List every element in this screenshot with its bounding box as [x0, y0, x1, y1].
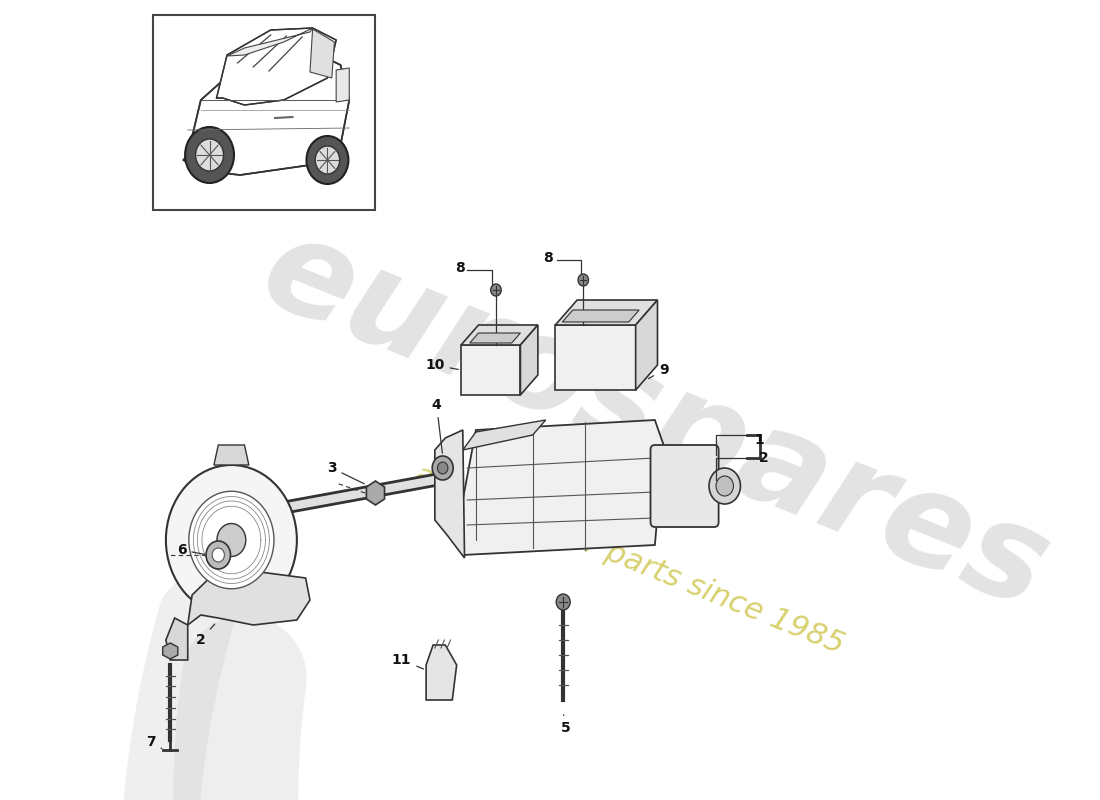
Polygon shape [310, 29, 334, 78]
Polygon shape [366, 481, 385, 505]
Polygon shape [520, 325, 538, 395]
Polygon shape [163, 643, 178, 659]
Polygon shape [217, 28, 337, 105]
Text: 8: 8 [543, 251, 553, 265]
Polygon shape [426, 645, 456, 700]
Circle shape [716, 476, 734, 496]
Polygon shape [463, 420, 546, 450]
Circle shape [557, 594, 570, 610]
Circle shape [316, 146, 340, 174]
Polygon shape [188, 570, 310, 625]
FancyBboxPatch shape [650, 445, 718, 527]
Circle shape [578, 274, 588, 286]
Circle shape [189, 491, 274, 589]
Polygon shape [556, 300, 658, 325]
Polygon shape [166, 618, 188, 660]
Text: a passion for parts since 1985: a passion for parts since 1985 [409, 460, 848, 660]
Polygon shape [461, 325, 538, 345]
Text: 7: 7 [146, 735, 162, 749]
Polygon shape [227, 28, 312, 56]
Circle shape [206, 541, 231, 569]
Text: 11: 11 [392, 653, 424, 669]
Circle shape [438, 462, 448, 474]
Circle shape [217, 523, 245, 557]
Circle shape [196, 139, 223, 171]
Circle shape [185, 127, 234, 183]
Text: 6: 6 [177, 543, 205, 557]
Polygon shape [213, 445, 249, 465]
Polygon shape [562, 310, 639, 322]
Text: eurospares: eurospares [244, 205, 1066, 635]
Text: 4: 4 [431, 398, 442, 454]
Polygon shape [434, 430, 464, 558]
Text: 3: 3 [327, 461, 364, 484]
Circle shape [307, 136, 349, 184]
Text: 1: 1 [755, 433, 764, 447]
Polygon shape [184, 50, 350, 175]
Bar [153, 15, 375, 210]
Circle shape [710, 468, 740, 504]
Polygon shape [636, 300, 658, 390]
Polygon shape [461, 345, 520, 395]
Circle shape [212, 548, 224, 562]
Text: 10: 10 [425, 358, 459, 372]
Text: 8: 8 [455, 261, 465, 275]
Polygon shape [556, 325, 636, 390]
Polygon shape [337, 68, 350, 102]
Polygon shape [463, 420, 663, 555]
Text: 2: 2 [196, 624, 214, 647]
Polygon shape [470, 333, 520, 343]
Text: 2: 2 [759, 451, 769, 465]
Text: 9: 9 [649, 363, 669, 378]
Text: 5: 5 [561, 714, 571, 735]
Circle shape [432, 456, 453, 480]
Circle shape [491, 284, 502, 296]
Circle shape [166, 465, 297, 615]
